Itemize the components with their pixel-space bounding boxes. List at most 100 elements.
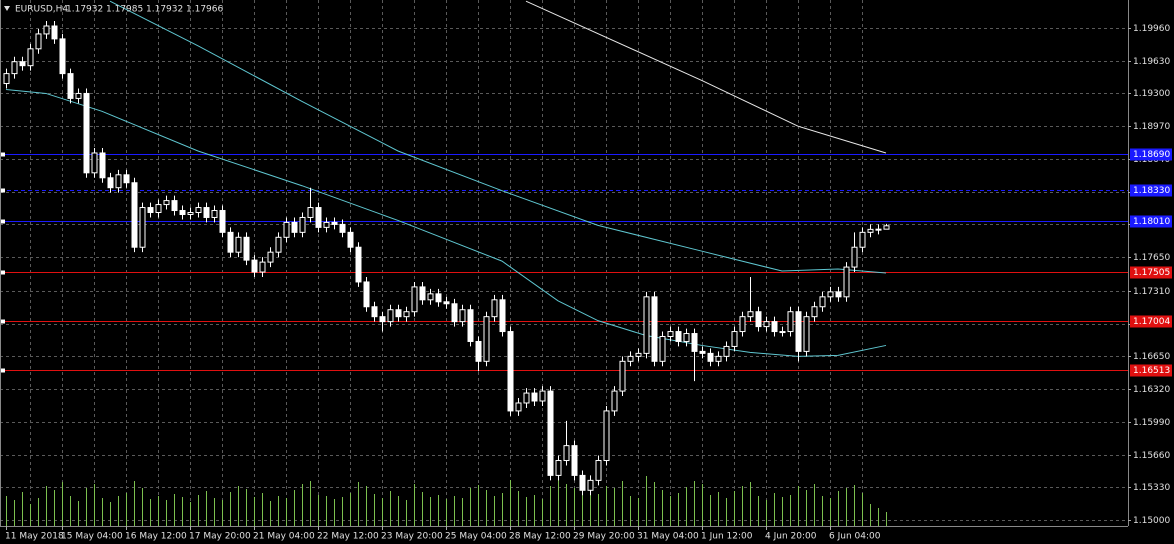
candle-body	[635, 352, 642, 357]
candle-body	[595, 460, 602, 481]
x-tick-label: 22 May 12:00	[317, 532, 379, 542]
level-label-box	[1130, 266, 1172, 279]
x-tick-label: 6 Jun 04:00	[829, 532, 881, 542]
candle-body	[835, 291, 842, 298]
candle-body	[219, 210, 226, 233]
candle-body	[195, 207, 202, 214]
candle-body	[331, 221, 338, 225]
candle-body	[491, 299, 498, 318]
x-tick-label: 25 May 04:00	[445, 532, 507, 542]
candle-body	[555, 460, 562, 476]
candle-body	[691, 333, 698, 352]
candle-body	[707, 352, 714, 362]
candle-body	[275, 236, 282, 253]
y-tick-label: 1.17650	[1133, 253, 1170, 263]
candle-body	[427, 293, 434, 301]
header-low: 1.17932	[146, 5, 183, 15]
candle-body	[155, 204, 162, 214]
candle-body	[859, 231, 866, 248]
candle-body	[131, 182, 138, 248]
x-tick-label: 4 Jun 20:00	[765, 532, 817, 542]
x-tick-label: 23 May 20:00	[381, 532, 443, 542]
candle-body	[43, 25, 50, 35]
candle-body	[299, 216, 306, 233]
candle-body	[83, 92, 90, 174]
candle-body	[675, 331, 682, 342]
candle-body	[651, 296, 658, 362]
candle-body	[755, 311, 762, 328]
candle-body	[459, 309, 466, 323]
header-close: 1.17966	[186, 5, 223, 15]
candle-body	[3, 73, 10, 85]
candle-body	[363, 281, 370, 308]
level-marker	[1, 319, 5, 324]
candle-body	[731, 331, 738, 347]
candle-body	[171, 200, 178, 212]
level-marker	[1, 152, 5, 157]
candle-body	[643, 296, 650, 354]
candle-body	[107, 177, 114, 189]
axis-layer: 1.199601.196301.193001.189701.186401.183…	[5, 24, 1172, 542]
header-high: 1.17985	[106, 5, 143, 15]
header-open: 1.17932	[66, 5, 103, 15]
candle-body	[475, 340, 482, 362]
candle-body	[99, 152, 106, 179]
candle-body	[507, 331, 514, 412]
candle-body	[323, 221, 330, 228]
candle-body	[435, 293, 442, 303]
grid	[0, 0, 1128, 526]
y-tick-label: 1.15660	[1133, 451, 1170, 461]
candle-body	[59, 38, 66, 75]
candle-body	[307, 207, 314, 218]
level-label-box	[1130, 215, 1172, 228]
candle-body	[211, 210, 218, 218]
candle-body	[875, 228, 882, 231]
candle-body	[739, 316, 746, 333]
x-tick-label: 1 Jun 12:00	[701, 532, 753, 542]
candle-body	[883, 225, 890, 230]
level-marker	[1, 270, 5, 275]
level-label-box	[1130, 315, 1172, 328]
level-marker	[1, 368, 5, 373]
y-tick-label: 1.19630	[1133, 57, 1170, 67]
candle-body	[467, 309, 474, 342]
candle-body	[715, 355, 722, 362]
candle-body	[11, 61, 18, 75]
candle-body	[587, 479, 594, 491]
candle-body	[699, 350, 706, 354]
candle-body	[339, 223, 346, 233]
header-icon	[4, 6, 10, 11]
levels-layer	[0, 152, 1128, 373]
candle-body	[451, 303, 458, 323]
candle-body	[203, 207, 210, 218]
x-tick-label: 31 May 04:00	[637, 532, 699, 542]
level-marker	[1, 219, 5, 224]
candle-body	[819, 296, 826, 308]
candle-body	[395, 309, 402, 318]
level-label-box	[1130, 184, 1172, 197]
level-label: 1.17505	[1133, 268, 1170, 278]
candle-body	[267, 251, 274, 263]
candle-body	[611, 390, 618, 412]
candle-body	[419, 286, 426, 301]
candle-body	[27, 48, 34, 67]
candle-body	[867, 228, 874, 233]
candle-body	[35, 33, 42, 50]
candle-body	[371, 306, 378, 318]
candle-body	[235, 236, 242, 253]
ma-line	[109, 0, 887, 274]
candle-body	[763, 321, 770, 328]
candle-body	[403, 311, 410, 318]
candle-body	[723, 345, 730, 357]
x-tick-label: 16 May 12:00	[125, 532, 187, 542]
y-tick-label: 1.16650	[1133, 352, 1170, 362]
candle-body	[379, 316, 386, 323]
y-tick-label: 1.19960	[1133, 24, 1170, 34]
y-tick-label: 1.16320	[1133, 385, 1170, 395]
candle-body	[531, 392, 538, 402]
candle-body	[51, 25, 58, 40]
candle-body	[747, 311, 754, 318]
symbol: EURUSD,H4	[15, 5, 68, 15]
level-label: 1.18010	[1133, 217, 1170, 227]
